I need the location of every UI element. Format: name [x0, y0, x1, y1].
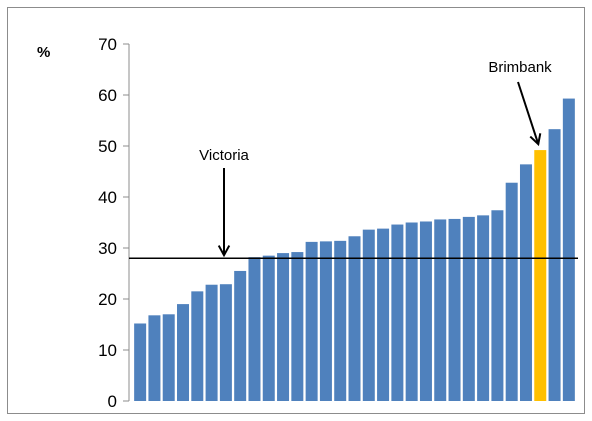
bar	[234, 270, 247, 401]
bar	[348, 236, 361, 401]
y-tick-label: 50	[98, 137, 117, 156]
annotations-group: Victoria Brimbank	[199, 59, 552, 258]
bar	[548, 129, 561, 402]
bar	[519, 164, 532, 401]
bar	[334, 240, 347, 401]
bar	[562, 98, 575, 401]
victoria-arrow-head	[217, 245, 231, 258]
bar	[262, 255, 275, 401]
y-tick-label: 40	[98, 188, 117, 207]
bar	[505, 182, 518, 401]
bar	[319, 241, 332, 401]
bar	[277, 253, 290, 401]
y-tick-label: 70	[98, 35, 117, 54]
bar-highlighted	[534, 150, 547, 401]
y-tick-label: 20	[98, 290, 117, 309]
bar	[162, 314, 175, 401]
y-tick-label: 0	[108, 392, 117, 411]
bar	[177, 304, 190, 401]
bar	[391, 224, 404, 401]
bars-group	[134, 98, 575, 402]
brimbank-label: Brimbank	[488, 59, 552, 76]
bar	[148, 315, 161, 401]
bar	[305, 241, 318, 401]
bar	[405, 222, 418, 401]
brimbank-arrow-head	[529, 133, 542, 147]
bar	[191, 291, 204, 401]
bar	[291, 252, 304, 401]
bar	[477, 215, 490, 401]
bar	[362, 229, 375, 401]
brimbank-arrow	[517, 81, 540, 145]
bar	[205, 284, 218, 401]
y-tick-label: 60	[98, 86, 117, 105]
y-axis-unit-label: %	[37, 44, 50, 61]
bar	[419, 221, 432, 401]
bar	[248, 257, 261, 401]
bar	[134, 323, 147, 401]
bar	[491, 210, 504, 401]
bar	[219, 284, 232, 401]
bar	[434, 219, 447, 401]
y-axis: 0 10 20 30 40 50 60 70	[98, 35, 130, 411]
y-tick-label: 10	[98, 341, 117, 360]
bar	[462, 216, 475, 401]
y-tick-label: 30	[98, 239, 117, 258]
bar	[448, 218, 461, 401]
bar	[377, 228, 390, 401]
victoria-label: Victoria	[199, 147, 249, 164]
